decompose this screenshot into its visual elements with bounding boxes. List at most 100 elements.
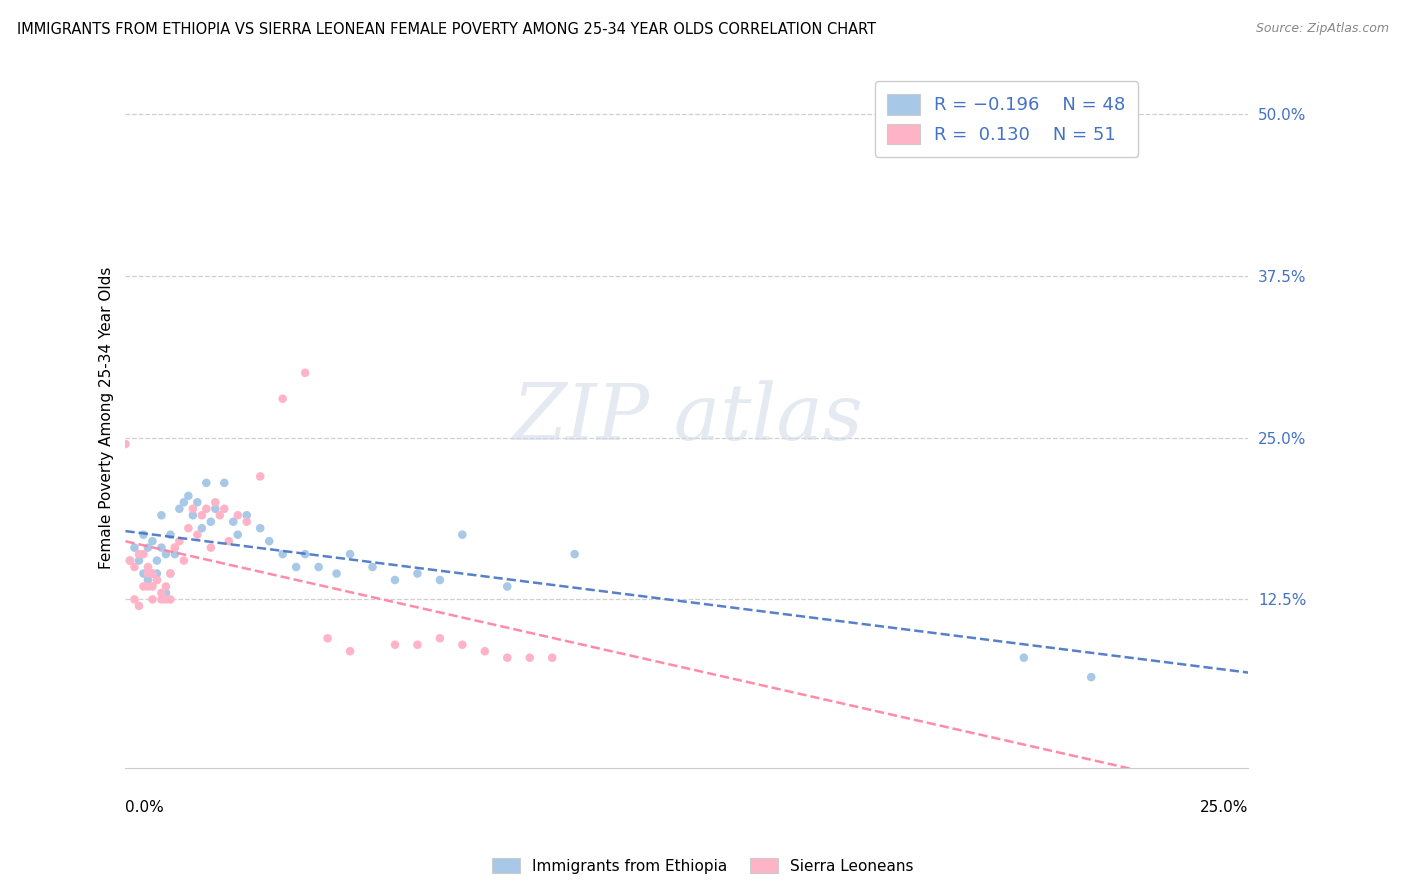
Point: [136, 566, 159, 581]
Point: [1080, 670, 1102, 684]
Point: [173, 495, 195, 509]
Point: [118, 553, 141, 567]
Point: [141, 592, 163, 607]
Point: [204, 495, 226, 509]
Point: [150, 541, 173, 555]
Point: [361, 560, 384, 574]
Text: 25.0%: 25.0%: [1201, 800, 1249, 815]
Point: [163, 547, 186, 561]
Point: [257, 534, 280, 549]
Point: [141, 534, 163, 549]
Point: [114, 437, 136, 451]
Point: [186, 495, 208, 509]
Point: [249, 521, 271, 535]
Point: [181, 501, 204, 516]
Point: [474, 644, 496, 658]
Point: [128, 553, 150, 567]
Point: [132, 547, 155, 561]
Text: 0.0%: 0.0%: [125, 800, 165, 815]
Point: [235, 515, 257, 529]
Point: [177, 489, 200, 503]
Point: [181, 508, 204, 523]
Point: [496, 650, 519, 665]
Point: [451, 638, 474, 652]
Point: [159, 527, 181, 541]
Point: [163, 541, 186, 555]
Point: [285, 560, 308, 574]
Point: [271, 547, 294, 561]
Point: [316, 632, 339, 646]
Point: [146, 573, 169, 587]
Point: [173, 553, 195, 567]
Point: [496, 579, 519, 593]
Point: [218, 534, 240, 549]
Point: [124, 560, 146, 574]
Point: [186, 527, 208, 541]
Point: [222, 515, 245, 529]
Point: [150, 508, 173, 523]
Point: [271, 392, 294, 406]
Point: [159, 566, 181, 581]
Point: [191, 521, 214, 535]
Point: [136, 541, 159, 555]
Point: [128, 599, 150, 613]
Point: [150, 586, 173, 600]
Point: [200, 541, 222, 555]
Point: [155, 586, 177, 600]
Point: [294, 366, 316, 380]
Point: [208, 508, 231, 523]
Point: [226, 508, 249, 523]
Point: [204, 501, 226, 516]
Point: [406, 566, 429, 581]
Point: [132, 566, 155, 581]
Point: [155, 547, 177, 561]
Point: [214, 475, 236, 490]
Point: [214, 501, 236, 516]
Point: [226, 527, 249, 541]
Point: [249, 469, 271, 483]
Point: [132, 579, 155, 593]
Point: [136, 560, 159, 574]
Point: [150, 592, 173, 607]
Legend: R = −0.196    N = 48, R =  0.130    N = 51: R = −0.196 N = 48, R = 0.130 N = 51: [875, 81, 1139, 157]
Point: [141, 566, 163, 581]
Point: [451, 527, 474, 541]
Point: [191, 508, 214, 523]
Point: [339, 644, 361, 658]
Point: [118, 553, 141, 567]
Point: [136, 579, 159, 593]
Point: [169, 501, 191, 516]
Point: [155, 579, 177, 593]
Point: [146, 573, 169, 587]
Point: [159, 592, 181, 607]
Point: [141, 579, 163, 593]
Point: [339, 547, 361, 561]
Point: [384, 573, 406, 587]
Point: [195, 475, 218, 490]
Point: [1012, 650, 1035, 665]
Text: Source: ZipAtlas.com: Source: ZipAtlas.com: [1256, 22, 1389, 36]
Point: [146, 553, 169, 567]
Legend: Immigrants from Ethiopia, Sierra Leoneans: Immigrants from Ethiopia, Sierra Leonean…: [486, 852, 920, 880]
Point: [124, 592, 146, 607]
Point: [132, 527, 155, 541]
Point: [163, 541, 186, 555]
Point: [136, 573, 159, 587]
Point: [235, 508, 257, 523]
Point: [177, 521, 200, 535]
Point: [141, 566, 163, 581]
Point: [325, 566, 347, 581]
Point: [308, 560, 330, 574]
Point: [128, 547, 150, 561]
Text: IMMIGRANTS FROM ETHIOPIA VS SIERRA LEONEAN FEMALE POVERTY AMONG 25-34 YEAR OLDS : IMMIGRANTS FROM ETHIOPIA VS SIERRA LEONE…: [17, 22, 876, 37]
Point: [155, 592, 177, 607]
Point: [384, 638, 406, 652]
Point: [519, 650, 541, 665]
Point: [429, 573, 451, 587]
Point: [564, 547, 586, 561]
Point: [146, 566, 169, 581]
Point: [541, 650, 564, 665]
Point: [406, 638, 429, 652]
Point: [200, 515, 222, 529]
Y-axis label: Female Poverty Among 25-34 Year Olds: Female Poverty Among 25-34 Year Olds: [100, 267, 114, 569]
